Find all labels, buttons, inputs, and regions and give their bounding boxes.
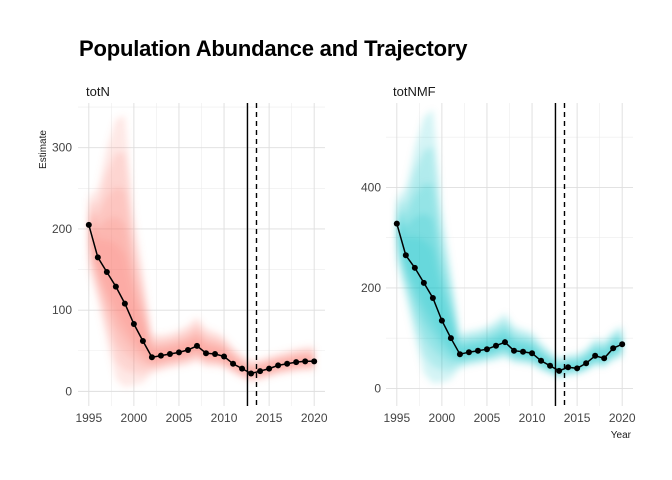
data-point — [619, 341, 626, 348]
data-point — [203, 350, 210, 357]
y-tick-label: 200 — [52, 222, 72, 236]
chart-title: Population Abundance and Trajectory — [79, 36, 468, 61]
data-point — [239, 365, 246, 372]
x-tick-label: 2000 — [121, 411, 148, 425]
x-tick-label: 2010 — [519, 411, 546, 425]
data-point — [501, 339, 508, 346]
data-point — [520, 348, 527, 355]
ribbon-band — [396, 216, 623, 373]
x-axis-label: Year — [611, 430, 632, 441]
data-point — [465, 349, 472, 356]
x-tick-label: 2015 — [564, 411, 591, 425]
facet-label: totNMF — [393, 84, 436, 99]
data-point — [447, 335, 454, 342]
data-point — [429, 294, 436, 301]
data-point — [574, 365, 581, 372]
data-point — [293, 359, 300, 366]
panel-totN: 1995 2000 2005 2010 2015 2020 0 100 200 300 totN Es… — [38, 84, 328, 425]
data-point — [257, 368, 264, 375]
y-tick-label: 400 — [361, 180, 381, 194]
data-point — [583, 360, 590, 367]
y-tick-label: 100 — [52, 303, 72, 317]
uncertainty-ribbon — [88, 115, 315, 388]
facet-label: totN — [86, 84, 110, 99]
data-point — [157, 352, 164, 359]
data-point — [492, 342, 499, 349]
y-axis-label: Estimate — [38, 130, 49, 169]
ribbon-band — [88, 217, 315, 376]
data-point — [565, 364, 572, 371]
x-tick-label: 2020 — [301, 411, 328, 425]
data-point — [130, 320, 137, 327]
y-tick-label: 0 — [65, 384, 72, 398]
data-point — [212, 351, 219, 358]
x-tick-label: 1995 — [383, 411, 410, 425]
x-tick-label: 2015 — [256, 411, 283, 425]
uncertainty-ribbon — [396, 109, 623, 384]
x-tick-label: 2005 — [166, 411, 193, 425]
data-point — [166, 351, 173, 358]
data-point — [284, 360, 291, 367]
data-point — [230, 360, 237, 367]
data-point — [139, 338, 146, 345]
x-tick-label: 2020 — [609, 411, 636, 425]
data-point — [511, 347, 518, 354]
data-point — [592, 352, 599, 359]
x-tick-label: 2005 — [474, 411, 501, 425]
data-point — [483, 346, 490, 353]
data-point — [547, 362, 554, 369]
data-point — [311, 358, 318, 365]
data-point — [85, 221, 92, 228]
data-point — [411, 264, 418, 271]
x-tick-label: 2010 — [211, 411, 238, 425]
data-point — [610, 345, 617, 352]
data-point — [529, 350, 536, 357]
data-point — [112, 283, 119, 290]
data-point — [148, 354, 155, 361]
data-point — [103, 268, 110, 275]
panel-totNMF: 1995 2000 2005 2010 2015 2020 0 200 400 totNMF Yea… — [361, 84, 636, 441]
data-point — [538, 357, 545, 364]
data-point — [402, 252, 409, 259]
x-tick-label: 2000 — [429, 411, 456, 425]
data-point — [275, 362, 282, 369]
data-point — [556, 367, 563, 374]
data-point — [184, 346, 191, 353]
data-point — [474, 347, 481, 354]
data-point — [121, 300, 128, 307]
data-point — [601, 355, 608, 362]
data-point — [193, 342, 200, 349]
data-point — [438, 317, 445, 324]
x-tick-label: 1995 — [75, 411, 102, 425]
data-point — [248, 370, 255, 377]
y-tick-label: 200 — [361, 281, 381, 295]
data-point — [302, 358, 309, 365]
y-tick-label: 0 — [374, 381, 381, 395]
y-tick-label: 300 — [52, 141, 72, 155]
data-point — [420, 279, 427, 286]
data-point — [221, 353, 228, 360]
data-point — [266, 365, 273, 372]
data-point — [393, 220, 400, 227]
data-point — [94, 254, 101, 261]
data-point — [456, 351, 463, 358]
data-point — [175, 349, 182, 356]
